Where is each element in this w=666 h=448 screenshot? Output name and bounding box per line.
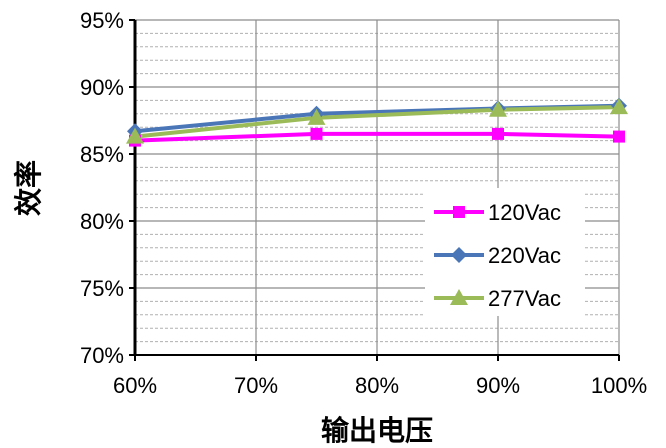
x-tick-labels: 60% 70% 80% 90% 100% [113,355,647,398]
x-tick-label: 70% [234,373,278,398]
y-tick-label: 70% [80,343,124,368]
legend-marker-277Vac [450,289,468,305]
y-tick-label: 95% [80,8,124,33]
data-point-277Vac [610,98,628,115]
legend-marker-120Vac [453,206,465,218]
legend: 120Vac 220Vac 277Vac [425,188,585,316]
data-point-277Vac [489,100,507,117]
series-lines [134,103,620,143]
y-tick-label: 80% [80,209,124,234]
series-line-277Vac [134,105,620,139]
data-point-277Vac [126,127,144,144]
y-tick-label: 85% [80,142,124,167]
data-point-120Vac [310,127,323,140]
x-tick-label: 100% [591,373,647,398]
data-point-120Vac [492,127,504,140]
x-axis-title: 输出电压 [321,414,433,447]
legend-box [425,188,585,316]
legend-label-220Vac: 220Vac [488,243,561,268]
data-point-120Vac [613,130,625,143]
x-tick-label: 90% [476,373,520,398]
y-axis-title: 效率 [12,160,45,216]
legend-marker-220Vac [451,247,467,263]
x-tick-label: 60% [113,373,157,398]
x-tick-label: 80% [355,373,399,398]
legend-label-277Vac: 277Vac [488,286,561,311]
y-tick-label: 90% [80,75,124,100]
data-point-277Vac [307,108,326,125]
series-line-120Vac [134,131,620,143]
y-tick-labels: 70% 75% 80% 85% 90% 95% [80,8,135,368]
y-tick-label: 75% [80,276,124,301]
series-markers [126,97,628,147]
legend-label-120Vac: 120Vac [488,200,561,225]
